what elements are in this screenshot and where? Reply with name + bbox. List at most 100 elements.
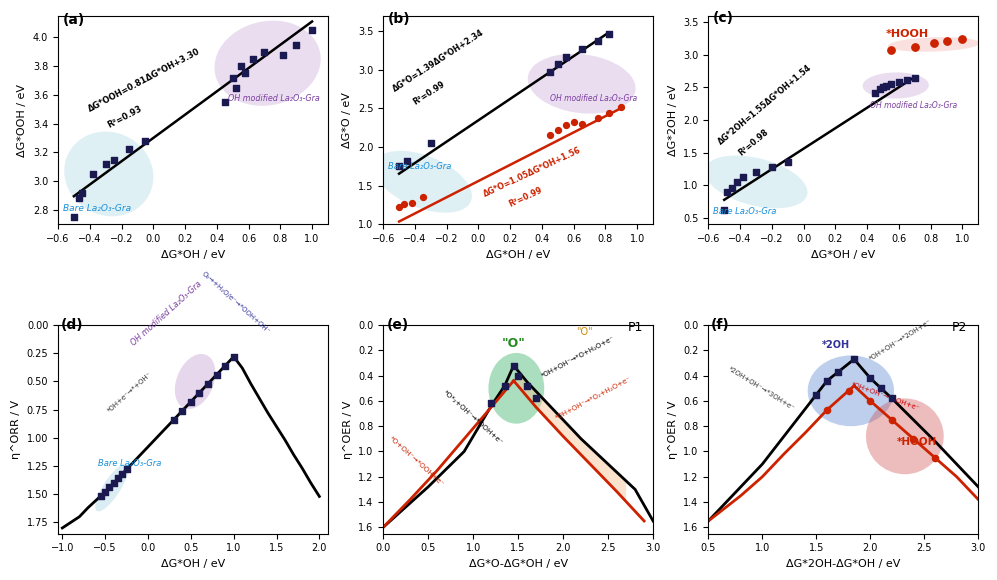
Text: O₂→+H₂O/e⁻→*OOH+OH⁻: O₂→+H₂O/e⁻→*OOH+OH⁻ (201, 271, 271, 335)
Point (256, 47, 272, 56)
Point (528, 394, 544, 403)
Point (216, 97, 232, 107)
Point (954, 34, 970, 44)
Text: ΔG*O=1.05ΔG*OH+1.56: ΔG*O=1.05ΔG*OH+1.56 (482, 146, 582, 199)
Point (304, 26, 320, 35)
Point (102, 483, 118, 492)
Text: ΔG*OOH=0.81ΔG*OH+3.30: ΔG*OOH=0.81ΔG*OH+3.30 (87, 47, 201, 114)
Ellipse shape (808, 356, 894, 426)
Point (589, 37, 605, 46)
Point (820, 376, 835, 385)
Point (883, 45, 899, 55)
Point (862, 374, 878, 383)
Text: (e): (e) (387, 318, 409, 332)
Ellipse shape (705, 155, 808, 208)
Point (399, 156, 415, 165)
Point (780, 158, 796, 167)
Point (208, 370, 224, 379)
Point (391, 162, 407, 171)
Point (396, 200, 412, 209)
Point (404, 198, 420, 207)
Point (166, 415, 181, 425)
Y-axis label: η^ORR / V: η^ORR / V (11, 400, 21, 459)
Point (550, 60, 566, 69)
Text: OH modified La₂O₃-Gra: OH modified La₂O₃-Gra (870, 102, 957, 110)
Text: *2OH+OH⁻→*3OH+e⁻: *2OH+OH⁻→*3OH+e⁻ (728, 366, 797, 412)
Point (557, 52, 573, 61)
Text: *HOOH: *HOOH (886, 29, 929, 39)
Point (224, 73, 240, 82)
Point (875, 83, 891, 92)
Point (391, 202, 407, 212)
Point (830, 368, 845, 377)
Point (542, 67, 558, 77)
Point (716, 205, 732, 215)
Y-axis label: ΔG*O / eV: ΔG*O / eV (342, 92, 352, 148)
Point (98, 160, 114, 169)
Text: Bare La₂O₃-Gra: Bare La₂O₃-Gra (388, 162, 452, 171)
Text: R²=0.98: R²=0.98 (737, 128, 771, 158)
Point (820, 405, 835, 415)
Text: OH modified La₂O₃-Gra: OH modified La₂O₃-Gra (550, 94, 637, 103)
Ellipse shape (489, 353, 544, 423)
Point (899, 75, 915, 84)
Text: *OH+OH⁻→*O₂+H₂O+e⁻: *OH+OH⁻→*O₂+H₂O+e⁻ (554, 376, 632, 421)
Text: "O": "O" (576, 327, 593, 337)
Text: *OH+e⁻→*+OH⁻: *OH+e⁻→*+OH⁻ (107, 371, 154, 414)
Point (519, 381, 535, 390)
Point (505, 361, 521, 370)
Point (497, 381, 512, 390)
Text: Bare La₂O₃-Gra: Bare La₂O₃-Gra (713, 208, 777, 216)
Point (93, 491, 109, 501)
Point (873, 383, 889, 393)
Text: OH modified La₂O₃-Gra: OH modified La₂O₃-Gra (228, 93, 320, 103)
Point (85, 169, 101, 179)
Text: P2: P2 (951, 321, 967, 335)
Point (907, 42, 923, 52)
Point (288, 40, 304, 49)
Ellipse shape (214, 21, 321, 106)
Text: ΔG*O=1.39ΔG*OH+2.34: ΔG*O=1.39ΔG*OH+2.34 (391, 28, 486, 93)
Point (550, 125, 566, 135)
Point (71, 194, 87, 203)
Point (106, 155, 122, 164)
Point (557, 121, 573, 130)
Point (182, 397, 198, 407)
Point (729, 177, 745, 187)
Y-axis label: ΔG*2OH / eV: ΔG*2OH / eV (668, 84, 678, 155)
Text: *O*₂+OH⁻→*OOH+e⁻: *O*₂+OH⁻→*OOH+e⁻ (442, 390, 503, 446)
Text: (c): (c) (713, 11, 734, 26)
X-axis label: ΔG*OH / eV: ΔG*OH / eV (161, 559, 225, 569)
Point (119, 465, 135, 474)
Text: (d): (d) (61, 317, 83, 332)
Ellipse shape (374, 151, 472, 213)
Point (66, 212, 82, 222)
Ellipse shape (527, 54, 635, 114)
Text: "O": "O" (501, 336, 525, 350)
X-axis label: ΔG*OH / eV: ΔG*OH / eV (486, 249, 550, 259)
Text: *OH+OH⁻→*2OH+e⁻: *OH+OH⁻→*2OH+e⁻ (868, 318, 933, 361)
Point (907, 73, 923, 82)
Ellipse shape (866, 398, 944, 474)
Point (542, 131, 558, 140)
X-axis label: ΔG*OH / eV: ΔG*OH / eV (161, 249, 225, 259)
Text: (a): (a) (63, 13, 85, 27)
Point (174, 406, 190, 415)
Point (600, 108, 616, 118)
Point (565, 118, 581, 127)
Point (905, 434, 921, 444)
Text: *2OH: *2OH (822, 340, 849, 350)
Point (510, 371, 526, 380)
Point (883, 79, 899, 89)
Point (884, 394, 900, 403)
Text: (b): (b) (388, 13, 411, 27)
Point (573, 44, 589, 53)
Point (589, 114, 605, 123)
Point (891, 78, 907, 87)
Point (720, 187, 736, 196)
Text: OH modified La₂O₃-Gra: OH modified La₂O₃-Gra (130, 280, 203, 347)
Point (106, 478, 122, 488)
Text: *O+OH⁻→*OOH+e⁻: *O+OH⁻→*OOH+e⁻ (388, 436, 445, 488)
Point (809, 390, 825, 399)
Point (228, 83, 244, 92)
